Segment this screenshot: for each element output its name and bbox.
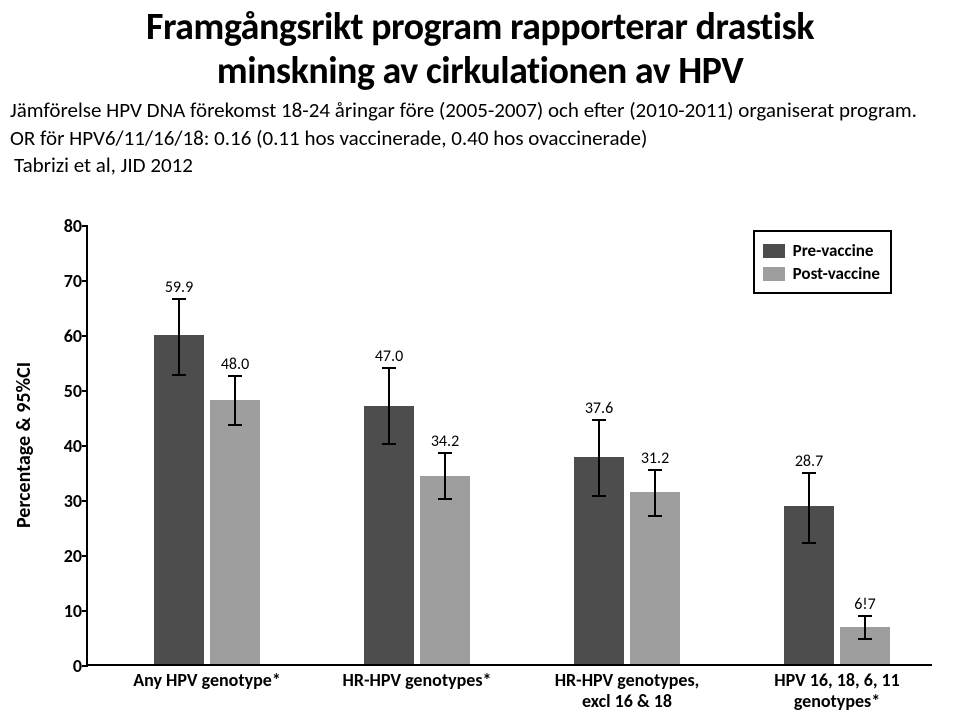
legend-item: Post-vaccine	[763, 263, 880, 284]
error-cap-top	[592, 419, 606, 421]
y-tick-mark	[82, 665, 88, 667]
error-bar	[654, 469, 656, 516]
bar-group: 47.034.2	[364, 406, 470, 665]
error-cap-top	[438, 452, 452, 454]
error-bar	[864, 615, 866, 640]
subtext-line-2: OR för HPV6/11/16/18: 0.16 (0.11 hos vac…	[10, 125, 647, 151]
y-tick-label: 60	[42, 325, 82, 347]
error-bar	[444, 452, 446, 499]
error-cap-bottom	[648, 515, 662, 517]
y-tick-mark	[82, 610, 88, 612]
bar: 59.9	[154, 335, 204, 664]
y-tick-mark	[82, 555, 88, 557]
bar-value-label: 34.2	[431, 432, 459, 451]
x-category-label: Any HPV genotype*	[114, 670, 300, 691]
bar: 28.7	[784, 506, 834, 664]
bar: 37.6	[574, 457, 624, 664]
y-tick-mark	[82, 500, 88, 502]
bar-group: 37.631.2	[574, 457, 680, 664]
y-tick-label: 0	[42, 655, 82, 677]
bar-group: 59.948.0	[154, 335, 260, 664]
bar: 48.0	[210, 400, 260, 664]
y-tick-mark	[82, 335, 88, 337]
y-tick-mark	[82, 225, 88, 227]
y-tick-label: 40	[42, 435, 82, 457]
error-cap-top	[858, 615, 872, 617]
chart-plot: Percentage & 95%CI 0102030405060708059.9…	[86, 226, 932, 666]
error-cap-top	[802, 472, 816, 474]
error-cap-top	[648, 469, 662, 471]
bar: 34.2	[420, 476, 470, 664]
error-cap-bottom	[228, 424, 242, 426]
error-cap-top	[172, 298, 186, 300]
subtext-line-1: Jämförelse HPV DNA förekomst 18-24 åring…	[10, 97, 917, 123]
error-cap-top	[382, 367, 396, 369]
title-line-2: minskning av cirkulationen av HPV	[217, 48, 743, 94]
error-cap-bottom	[858, 638, 872, 640]
error-cap-bottom	[592, 495, 606, 497]
legend-item: Pre-vaccine	[763, 240, 880, 261]
bar: 47.0	[364, 406, 414, 665]
subtext-line-3: Tabrizi et al, JID 2012	[14, 152, 193, 178]
bar-value-label: 48.0	[221, 355, 249, 374]
error-bar	[598, 419, 600, 496]
slide-root: Framgångsrikt program rapporterar drasti…	[0, 6, 960, 718]
legend-swatch	[763, 244, 785, 258]
y-tick-label: 50	[42, 380, 82, 402]
legend-swatch	[763, 267, 785, 281]
y-tick-label: 30	[42, 490, 82, 512]
error-bar	[808, 472, 810, 544]
legend-label: Post-vaccine	[793, 263, 880, 284]
y-tick-label: 10	[42, 600, 82, 622]
bar: 31.2	[630, 492, 680, 664]
bar-value-label: 28.7	[795, 452, 823, 471]
page-title: Framgångsrikt program rapporterar drasti…	[20, 6, 940, 93]
y-tick-mark	[82, 445, 88, 447]
y-axis-label: Percentage & 95%CI	[12, 362, 36, 528]
x-category-label: HPV 16, 18, 6, 11genotypes*	[744, 670, 930, 711]
error-cap-top	[228, 375, 242, 377]
error-bar	[178, 298, 180, 375]
error-bar	[234, 375, 236, 425]
error-cap-bottom	[172, 374, 186, 376]
error-cap-bottom	[438, 498, 452, 500]
y-tick-mark	[82, 280, 88, 282]
x-category-label: HR-HPV genotypes*	[324, 670, 510, 691]
legend-label: Pre-vaccine	[793, 240, 874, 261]
y-tick-label: 70	[42, 270, 82, 292]
chart-area: Percentage & 95%CI 0102030405060708059.9…	[6, 226, 952, 712]
error-bar	[388, 367, 390, 444]
y-tick-label: 20	[42, 545, 82, 567]
legend: Pre-vaccinePost-vaccine	[753, 230, 892, 294]
bar-value-label: 31.2	[641, 449, 669, 468]
y-tick-mark	[82, 390, 88, 392]
x-category-label: HR-HPV genotypes,excl 16 & 18	[534, 670, 720, 711]
y-tick-label: 80	[42, 215, 82, 237]
bar-group: 28.76!7	[784, 506, 890, 664]
bar-value-label: 37.6	[585, 399, 613, 418]
error-cap-bottom	[382, 443, 396, 445]
bar-value-label: 47.0	[375, 347, 403, 366]
bar-value-label: 59.9	[165, 278, 193, 297]
error-cap-bottom	[802, 542, 816, 544]
bar-value-label: 6!7	[854, 595, 875, 614]
bar: 6!7	[840, 627, 890, 664]
slide-subtext: Jämförelse HPV DNA förekomst 18-24 åring…	[10, 97, 944, 179]
title-line-1: Framgångsrikt program rapporterar drasti…	[146, 4, 814, 50]
